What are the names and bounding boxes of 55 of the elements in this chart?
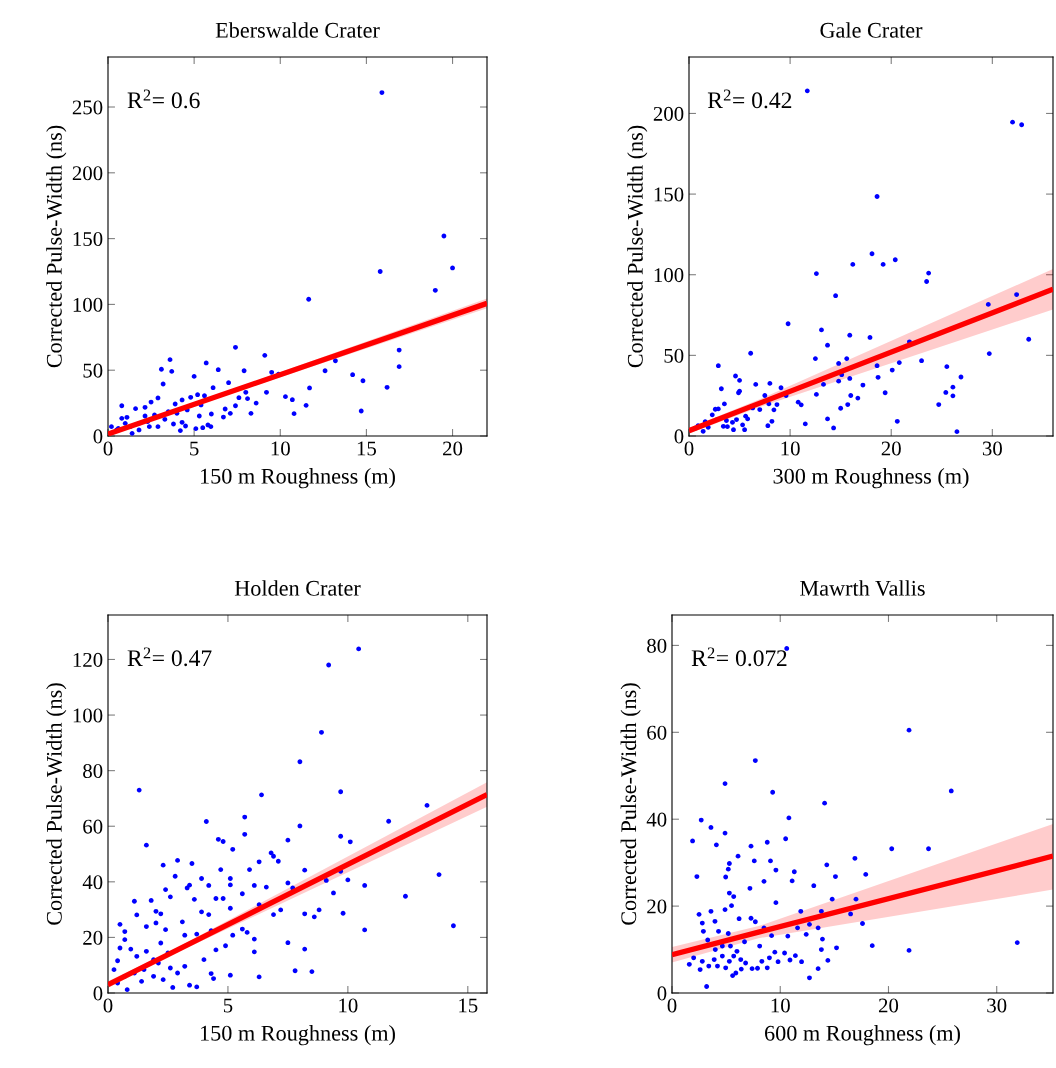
- x-tick-label: 15: [459, 998, 478, 1013]
- y-tick-label: 200: [72, 166, 103, 181]
- y-tick-label: 40: [646, 812, 667, 827]
- y-tick-label: 0: [674, 429, 684, 444]
- x-tick-label: 20: [878, 998, 899, 1013]
- x-tick-label: 0: [103, 441, 113, 456]
- y-tick-label: 0: [657, 986, 667, 1001]
- x-tick-label: 10: [339, 998, 358, 1013]
- x-tick-label: 15: [357, 441, 377, 456]
- y-tick-label: 80: [83, 764, 103, 779]
- y-tick-label: 150: [73, 231, 103, 247]
- y-tick-label: 100: [73, 708, 103, 723]
- y-axis-title: Corrected Pulse-Width (ns): [46, 125, 67, 368]
- y-tick-label: 50: [664, 348, 684, 363]
- x-tick-label: 10: [781, 441, 800, 456]
- x-tick-label: 5: [223, 998, 233, 1013]
- y-tick-label: 60: [647, 725, 667, 740]
- chart-title: Holden Crater: [234, 580, 361, 596]
- annotation: R$^{2}$= 0.42: [707, 89, 792, 109]
- y-tick-label: 120: [73, 652, 103, 667]
- x-tick-label: 0: [684, 441, 694, 456]
- y-tick-label: 250: [72, 100, 103, 115]
- y-tick-label: 150: [654, 187, 684, 202]
- y-tick-label: 100: [654, 268, 684, 283]
- x-tick-label: 0: [103, 998, 113, 1013]
- x-axis-title: 300 m Roughness (m): [773, 468, 969, 489]
- y-axis-title: Corrected Pulse-Width (ns): [620, 683, 641, 925]
- y-axis-title: Corrected Pulse-Width (ns): [46, 683, 67, 925]
- annotation: R$^{2}$= 0.47: [127, 647, 212, 667]
- chart-title: Gale Crater: [820, 22, 923, 38]
- y-tick-label: 60: [83, 819, 103, 834]
- chart-title: Eberswalde Crater: [215, 22, 380, 38]
- y-tick-label: 0: [93, 986, 103, 1001]
- annotation: R$^{2}$= 0.6: [127, 89, 200, 109]
- x-axis-title: 150 m Roughness (m): [201, 1025, 395, 1046]
- y-tick-label: 80: [647, 638, 667, 653]
- x-tick-label: 20: [881, 441, 901, 456]
- y-tick-label: 40: [82, 875, 103, 890]
- annotation: R$^{2}$= 0.072: [691, 647, 787, 667]
- x-tick-label: 10: [771, 998, 790, 1013]
- x-tick-label: 5: [190, 441, 199, 456]
- y-tick-label: 100: [73, 297, 103, 312]
- chart-title: Mawrth Vallis: [800, 580, 925, 596]
- x-tick-label: 30: [982, 441, 1002, 456]
- y-tick-label: 0: [93, 429, 103, 444]
- y-axis-title: Corrected Pulse-Width (ns): [627, 125, 648, 368]
- x-tick-label: 20: [443, 441, 463, 456]
- x-axis-title: 600 m Roughness (m): [765, 1025, 960, 1046]
- x-tick-label: 30: [987, 998, 1007, 1013]
- y-tick-label: 20: [647, 899, 667, 914]
- x-axis-title: 150 m Roughness (m): [201, 468, 395, 489]
- y-tick-label: 50: [83, 363, 103, 378]
- x-tick-label: 10: [271, 441, 290, 456]
- y-tick-label: 20: [83, 930, 103, 945]
- y-tick-label: 200: [653, 106, 684, 121]
